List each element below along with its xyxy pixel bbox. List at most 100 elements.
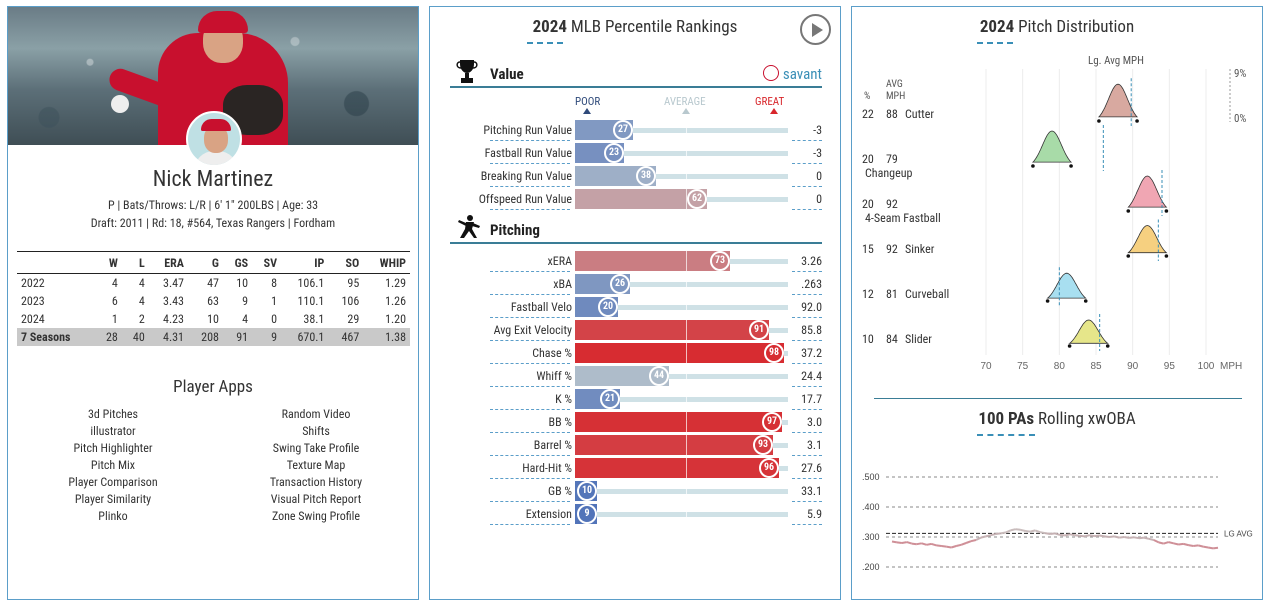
stats-cell: 110.1 [297, 294, 325, 308]
player-app-link[interactable]: Pitch Highlighter [73, 441, 153, 455]
pitch-density-curve [1068, 319, 1109, 344]
rolling-line-segment [1183, 542, 1189, 547]
row-divider [490, 186, 570, 187]
row-divider [490, 317, 570, 318]
pitch-type-name: 4-Seam Fastball [865, 211, 941, 225]
row-divider [792, 455, 822, 456]
rolling-line-segment [975, 536, 982, 541]
career-stats-table: W L ERA G GS SV IP SO WHIP 2022 4 4 3.47 47 10 8 106.1 9… [17, 251, 410, 346]
mph-column-header: MPH [886, 91, 906, 102]
savant-link[interactable]: savant [762, 65, 822, 83]
rolling-line-segment [1020, 528, 1026, 532]
scale-poor-marker [583, 108, 591, 114]
rolling-line-segment [1074, 534, 1080, 537]
mph-axis-tick: 85 [1090, 361, 1102, 372]
metric-value: 33.1 [801, 484, 822, 498]
rolling-line-segment [1104, 535, 1110, 538]
rolling-line-segment [1158, 541, 1164, 545]
rolling-line-segment [926, 542, 932, 546]
average-line [686, 503, 687, 525]
distribution-title-text: Pitch Distribution [1014, 17, 1135, 37]
rolling-line-segment [1119, 536, 1125, 539]
metric-value: 3.1 [806, 438, 822, 452]
stats-cell: 28 [94, 328, 122, 346]
stats-cell: 0 [271, 312, 278, 326]
density-endpoint [1067, 344, 1072, 348]
stats-cell: 1.20 [385, 312, 406, 326]
apps-column-left: 3d Pitches illustrator Pitch Highlighter Pi… [8, 407, 218, 526]
rolling-line-segment [1212, 546, 1219, 550]
pitch-usage-pct: 12 [862, 287, 874, 301]
percentile-bar [575, 189, 707, 209]
percentile-row: Fastball Velo 20 92.0 [450, 296, 822, 318]
rolling-line-segment [1188, 544, 1194, 547]
pitch-type-row: 10 84 Slider [862, 332, 952, 348]
player-app-link[interactable]: Player Similarity [74, 492, 152, 506]
row-divider [490, 294, 570, 295]
play-button[interactable] [800, 14, 831, 45]
rolling-line-segment [960, 542, 967, 546]
player-app-link[interactable]: Transaction History [269, 475, 363, 489]
average-line [686, 365, 687, 387]
stats-cell: 106.1 [297, 276, 325, 290]
pitch-avg-mph: 92 [886, 242, 898, 256]
player-app-link[interactable]: Plinko [98, 509, 128, 523]
player-app-link[interactable]: Random Video [281, 407, 351, 421]
percentile-bar [575, 343, 784, 363]
player-app-link[interactable]: 3d Pitches [87, 407, 139, 421]
stats-cell: 4 [138, 276, 145, 290]
player-app-link[interactable]: Zone Swing Profile [271, 509, 361, 523]
metric-name: xERA [547, 254, 572, 268]
pitch-distribution-panel: 2024 Pitch Distribution Lg. Avg MPH % AV… [851, 6, 1263, 600]
percentile-badge: 96 [759, 458, 779, 478]
metric-name: GB % [548, 484, 572, 498]
average-line [686, 457, 687, 479]
metric-name: xBA [553, 277, 572, 291]
row-divider [792, 271, 822, 272]
player-app-link[interactable]: Swing Take Profile [272, 441, 360, 455]
density-endpoint [1097, 119, 1101, 123]
player-app-link[interactable]: Texture Map [286, 458, 346, 472]
player-app-link[interactable]: illustrator [90, 424, 136, 438]
average-line [686, 296, 687, 318]
row-divider [490, 140, 570, 141]
player-app-link[interactable]: Player Comparison [68, 475, 158, 489]
rolling-y-tick: .200 [862, 562, 880, 572]
mph-axis-tick: 75 [1017, 361, 1029, 372]
percentile-track [575, 374, 788, 379]
stats-cell: 2022 [21, 276, 45, 290]
stats-header-row: W L ERA G GS SV IP SO WHIP [17, 251, 410, 274]
stats-header-ip: IP [281, 251, 329, 274]
rolling-line-segment [1025, 530, 1031, 533]
apps-column-right: Random Video Shifts Swing Take Profile Text… [211, 407, 421, 526]
section-divider [874, 398, 1242, 399]
percentile-track [575, 128, 788, 133]
percentile-row: GB % 10 33.1 [450, 480, 822, 502]
percentile-badge: 27 [613, 120, 633, 140]
title-underline [527, 42, 563, 44]
percentile-row: Avg Exit Velocity 91 85.8 [450, 319, 822, 341]
row-divider [792, 524, 822, 525]
row-divider [792, 386, 822, 387]
percentile-bar [575, 251, 730, 271]
pitcher-icon [458, 215, 480, 238]
stats-cell: 1 [271, 294, 278, 308]
row-divider [490, 363, 570, 364]
player-app-link[interactable]: Shifts [302, 424, 330, 438]
row-divider [490, 209, 570, 210]
player-app-link[interactable]: Pitch Mix [90, 458, 136, 472]
player-apps-title: Player Apps [173, 377, 253, 397]
percentile-badge: 20 [598, 297, 618, 317]
player-app-link[interactable]: Visual Pitch Report [270, 492, 362, 506]
scale-great-label: GREAT [755, 95, 785, 108]
metric-value: .263 [801, 277, 822, 291]
rolling-line-segment [1069, 533, 1075, 537]
row-divider [792, 478, 822, 479]
percentile-bar [575, 458, 779, 478]
stats-header-whip: WHIP [363, 251, 410, 274]
stats-cell: 4 [111, 276, 118, 290]
average-line [686, 119, 687, 141]
row-divider [490, 409, 570, 410]
rolling-line-segment [931, 542, 937, 547]
density-endpoint [1126, 254, 1131, 258]
